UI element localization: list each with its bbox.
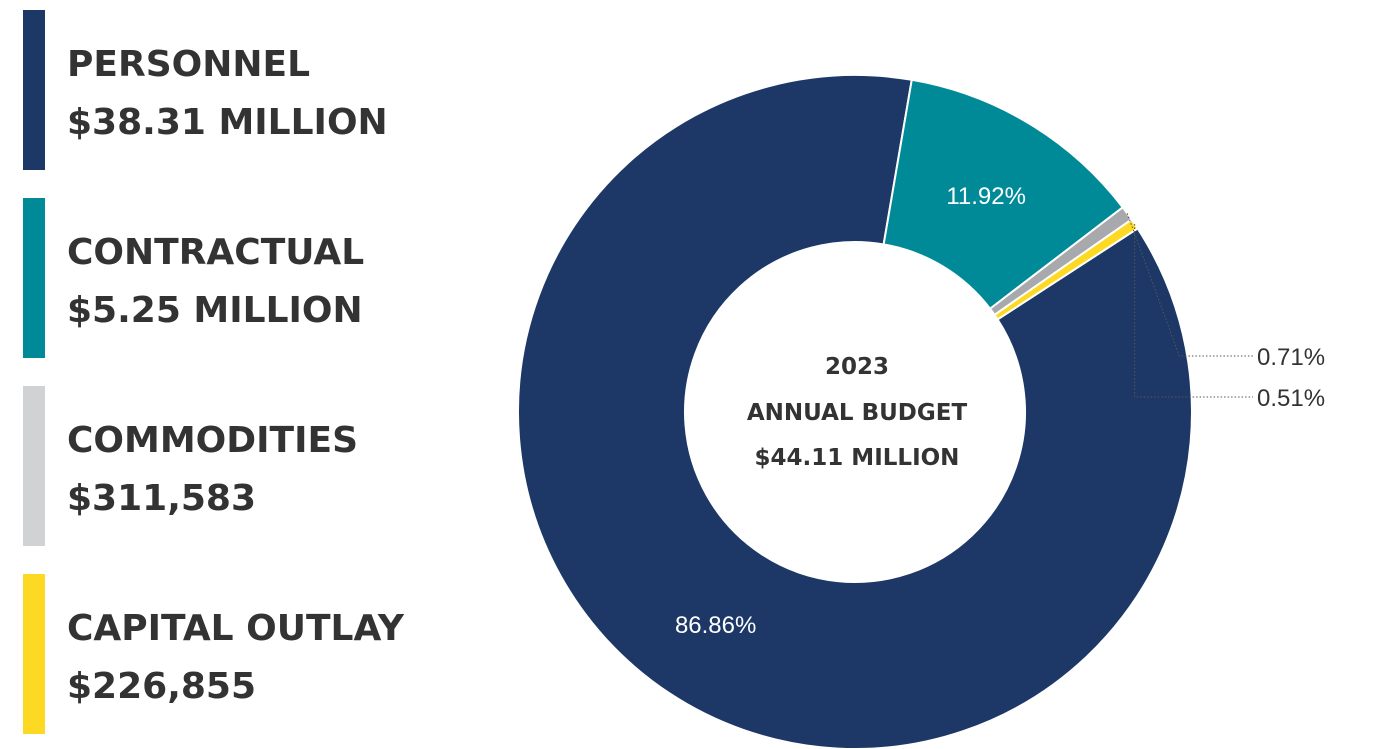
legend-title-capital-outlay: CAPITAL OUTLAY [67, 608, 404, 649]
slice-contractual [882, 78, 1125, 311]
legend-item-contractual: CONTRACTUAL $5.25 MILLION [23, 198, 463, 358]
slice-label-personnel: 86.86% [675, 612, 756, 639]
slice-label-contractual: 11.92% [946, 183, 1026, 210]
legend-swatch-commodities [23, 386, 45, 546]
legend-item-commodities: COMMODITIES $311,583 [23, 386, 463, 546]
leader-line-commodities [1126, 213, 1253, 357]
center-total: $44.11 MILLION [755, 445, 960, 471]
center-title: ANNUAL BUDGET [747, 400, 968, 426]
legend-swatch-capital-outlay [23, 574, 45, 734]
slice-labels: 86.86% 11.92% 0.71% 0.51% [675, 183, 1325, 639]
center-year: 2023 [825, 354, 889, 380]
legend-title-personnel: PERSONNEL [67, 44, 311, 85]
legend-swatch-contractual [23, 198, 45, 358]
legend-value-commodities: $311,583 [67, 478, 257, 519]
slice-personnel [517, 74, 1193, 749]
legend-title-commodities: COMMODITIES [67, 420, 359, 461]
legend-item-capital-outlay: CAPITAL OUTLAY $226,855 [23, 574, 463, 734]
legend-value-capital-outlay: $226,855 [67, 666, 257, 707]
leader-lines [1126, 213, 1253, 398]
legend-value-personnel: $38.31 MILLION [67, 102, 388, 143]
legend-swatch-personnel [23, 10, 45, 170]
slice-capital-outlay [993, 218, 1140, 321]
legend-title-contractual: CONTRACTUAL [67, 232, 365, 273]
slice-label-capital-outlay: 0.51% [1257, 385, 1325, 412]
donut-slices [517, 74, 1193, 749]
legend-value-contractual: $5.25 MILLION [67, 290, 363, 331]
slice-label-commodities: 0.71% [1257, 344, 1325, 371]
legend-item-personnel: PERSONNEL $38.31 MILLION [23, 10, 463, 170]
